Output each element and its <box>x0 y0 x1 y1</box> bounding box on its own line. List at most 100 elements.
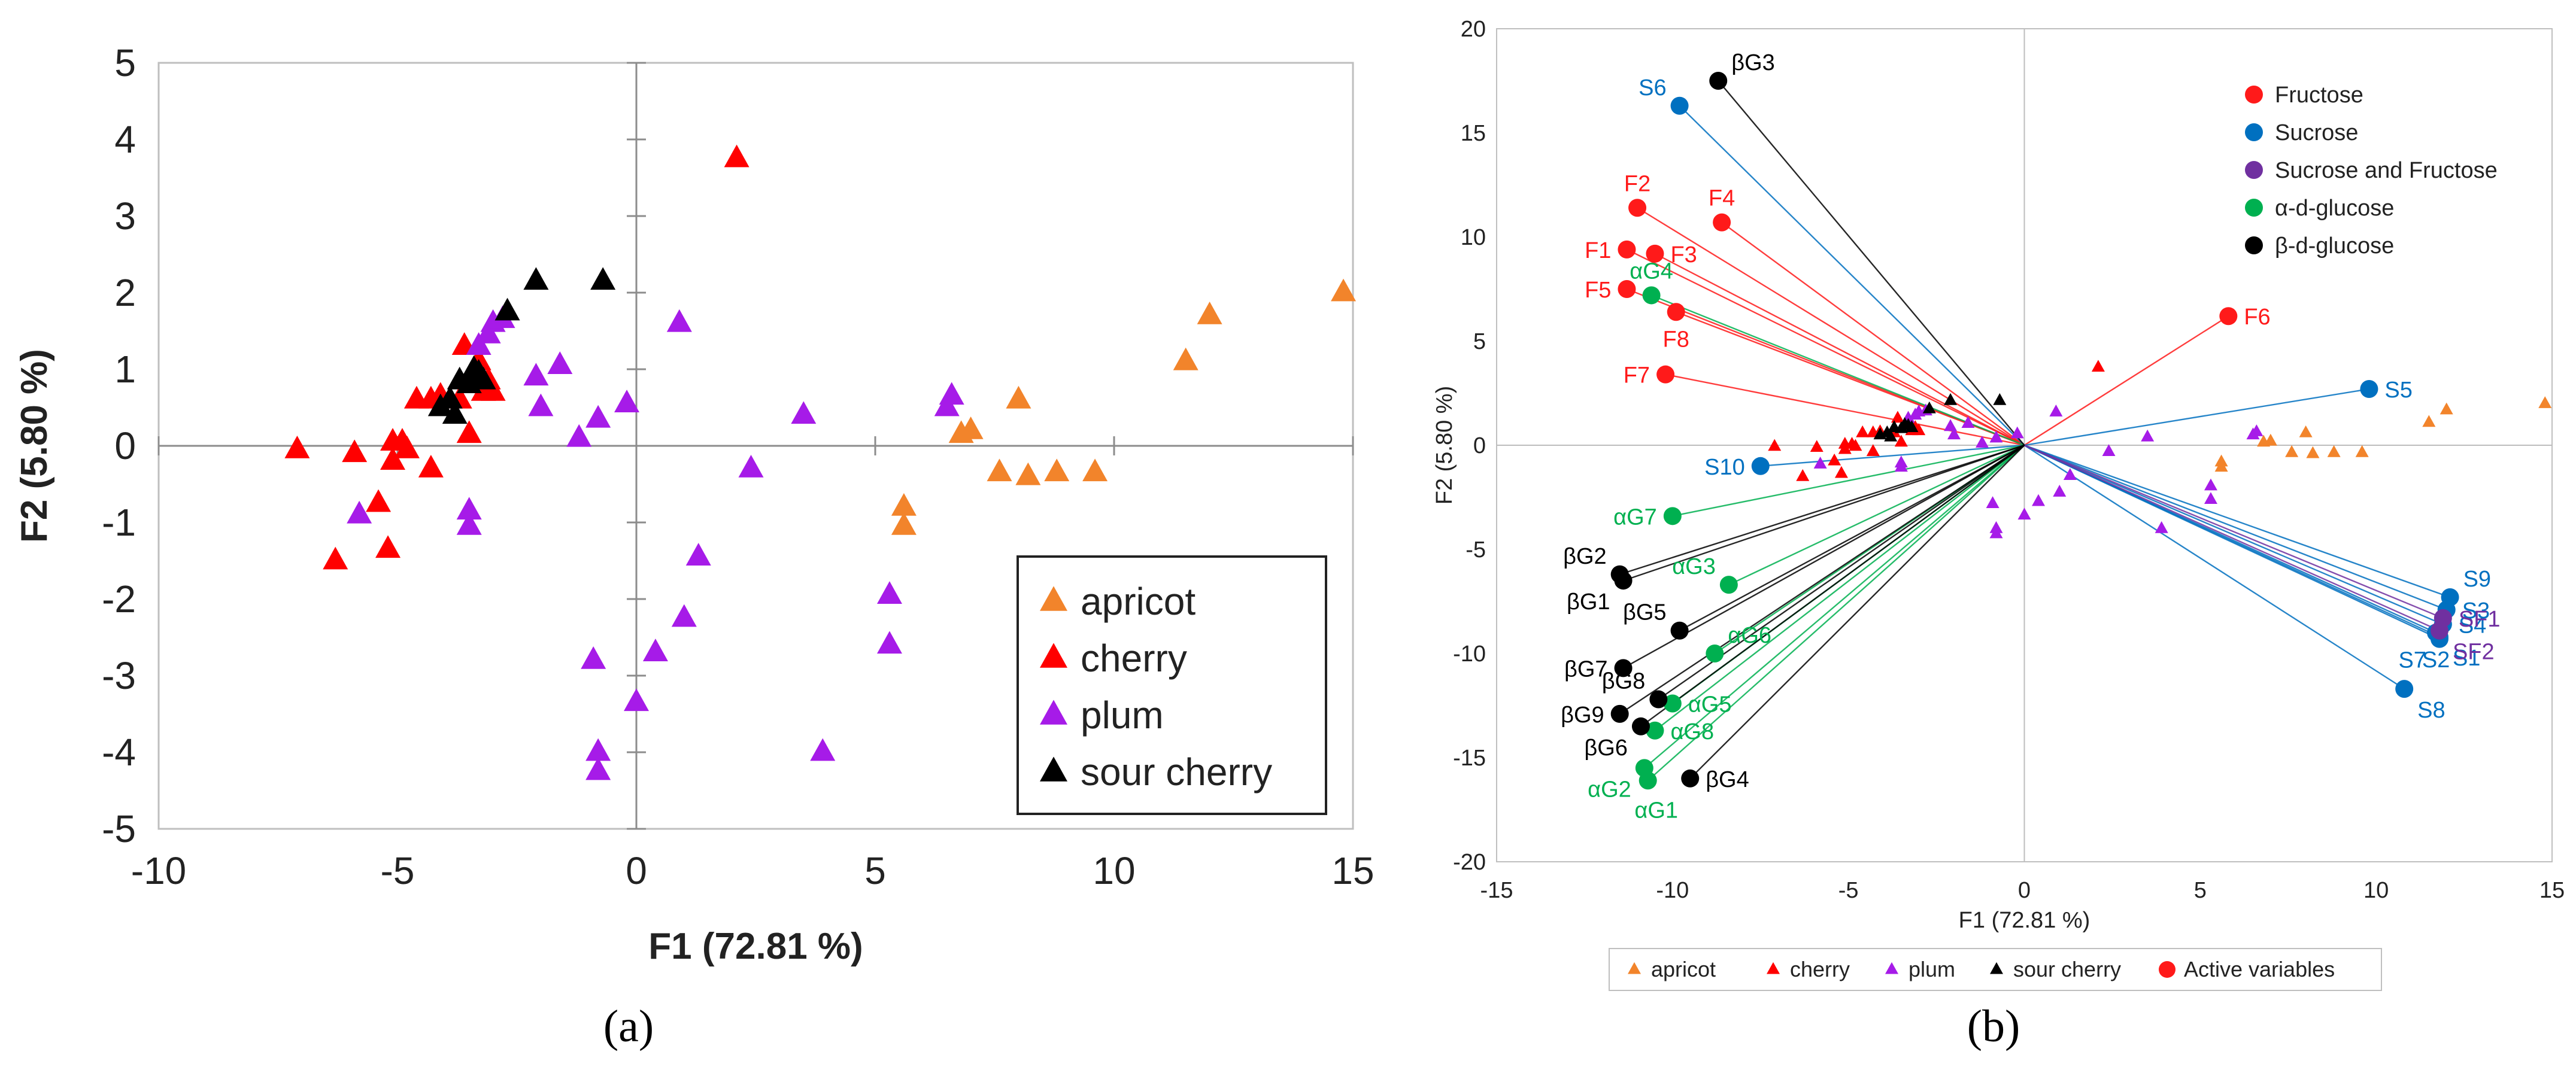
vector--g7 <box>1672 444 2025 517</box>
vector--g8 <box>1654 445 2025 731</box>
variable-point-s6 <box>1670 96 1689 115</box>
variable-label--g5: βG5 <box>1623 600 1667 625</box>
legend-a-marker-sour-cherry <box>1040 756 1067 782</box>
sour-cherry-point <box>442 401 468 424</box>
x-tick-label-b: -10 <box>1656 878 1689 903</box>
cherry-observation <box>2091 360 2105 372</box>
cherry-observation <box>1796 469 1810 481</box>
apricot-observation <box>2214 460 2228 472</box>
plum-point <box>934 393 960 417</box>
variable-point--g7 <box>1614 659 1633 677</box>
variable-point--g4 <box>1681 769 1700 788</box>
plum-point <box>642 639 668 661</box>
cherry-observation <box>1828 453 1841 466</box>
variable-label-f3: F3 <box>1670 242 1697 268</box>
cherry-point <box>394 435 420 458</box>
vector-s5 <box>2024 388 2369 446</box>
cherry-observation <box>1912 423 1926 436</box>
y-tick-label-b: -20 <box>1453 850 1486 875</box>
plum-observation <box>2204 478 2217 491</box>
apricot-point <box>948 420 974 443</box>
variable-point-f3 <box>1646 244 1664 263</box>
plum-point <box>666 309 692 332</box>
variable-label-sf1: SF1 <box>2459 607 2501 632</box>
legend-a-marker-plum <box>1040 700 1067 725</box>
variable-point-f7 <box>1656 365 1675 384</box>
plum-point <box>671 604 697 627</box>
plum-observation <box>2049 405 2063 417</box>
variable-point--g8 <box>1646 721 1664 740</box>
apricot-observation <box>2422 415 2436 427</box>
legend-b-bottom-label-plum: plum <box>1909 957 1955 981</box>
variable-label--g8: βG8 <box>1602 669 1646 694</box>
sour-cherry-point <box>471 366 496 390</box>
variable-point--g8 <box>1649 690 1668 709</box>
plum-observation <box>1944 419 1958 431</box>
plum-observation <box>2155 521 2168 533</box>
plum-observation <box>1947 427 1961 440</box>
variable-label--g7: βG7 <box>1564 656 1608 682</box>
x-tick-label-b: 5 <box>2194 878 2207 903</box>
variable-label-sf2: SF2 <box>2453 640 2495 665</box>
x-tick-label-b: 15 <box>2539 878 2565 903</box>
plum-observation <box>1894 460 1908 472</box>
y-tick-label: -1 <box>102 501 136 544</box>
variable-point--g9 <box>1610 704 1629 723</box>
cherry-point <box>342 439 368 463</box>
variable-point--g5 <box>1663 694 1682 713</box>
cherry-point <box>284 435 310 458</box>
legend-b-marker--d-glucose <box>2245 199 2263 217</box>
variable-label-f8: F8 <box>1663 327 1689 352</box>
panel-b-label: (b) <box>1967 1001 2020 1051</box>
y-tick-label: 3 <box>114 194 136 238</box>
legend-b-label-sucrose: Sucrose <box>2275 120 2358 145</box>
variable-label-f2: F2 <box>1624 171 1650 196</box>
plum-point <box>738 454 764 478</box>
vector-s9 <box>2024 444 2450 598</box>
variable-label-s3: S3 <box>2462 598 2490 624</box>
vector--g2 <box>1644 445 2025 769</box>
vector--g1 <box>1647 445 2025 782</box>
variable-label-s2: S2 <box>2422 648 2450 673</box>
variable-point-f8 <box>1667 303 1685 321</box>
cherry-point <box>418 454 444 478</box>
plum-observation <box>1989 430 2003 443</box>
apricot-point <box>1331 278 1357 302</box>
legend-a-label-plum: plum <box>1081 694 1164 737</box>
sour-cherry-observation <box>1944 393 1958 405</box>
vector-f6 <box>2023 315 2229 446</box>
plum-observation <box>2017 507 2031 520</box>
x-tick-label: 5 <box>864 849 886 892</box>
vector--g6 <box>1640 445 2025 727</box>
variable-point-s5 <box>2360 380 2378 399</box>
variable-label-f6: F6 <box>2244 305 2270 330</box>
x-tick-label: 15 <box>1331 849 1374 892</box>
plum-point <box>685 543 711 566</box>
variable-label--g9: βG9 <box>1561 703 1604 728</box>
legend-a-marker-cherry <box>1040 643 1067 668</box>
variable-point-sf2 <box>2430 621 2448 640</box>
cherry-observation <box>1849 439 1862 451</box>
plum-observation <box>2053 485 2067 497</box>
legend-b-bottom-marker-cherry <box>1767 962 1780 974</box>
variable-point-f5 <box>1618 280 1636 298</box>
plum-observation <box>1961 416 1975 428</box>
plum-observation <box>2250 424 2264 436</box>
sour-cherry-point <box>437 385 463 409</box>
vector--g2 <box>1619 444 2025 575</box>
vector--g3 <box>1718 80 2025 446</box>
sour-cherry-observation <box>1993 393 2007 405</box>
plum-observation <box>1813 457 1827 469</box>
variable-label-s1: S1 <box>2453 646 2480 671</box>
apricot-observation <box>2440 402 2453 415</box>
apricot-point <box>1044 458 1070 482</box>
legend-b-marker-sucrose <box>2245 123 2263 141</box>
vector--g1 <box>1623 444 2025 582</box>
x-tick-label-b: -15 <box>1480 878 1513 903</box>
variable-point--g7 <box>1663 507 1682 525</box>
apricot-observation <box>2299 425 2313 437</box>
plum-point <box>456 512 482 535</box>
plum-observation <box>2032 494 2046 506</box>
